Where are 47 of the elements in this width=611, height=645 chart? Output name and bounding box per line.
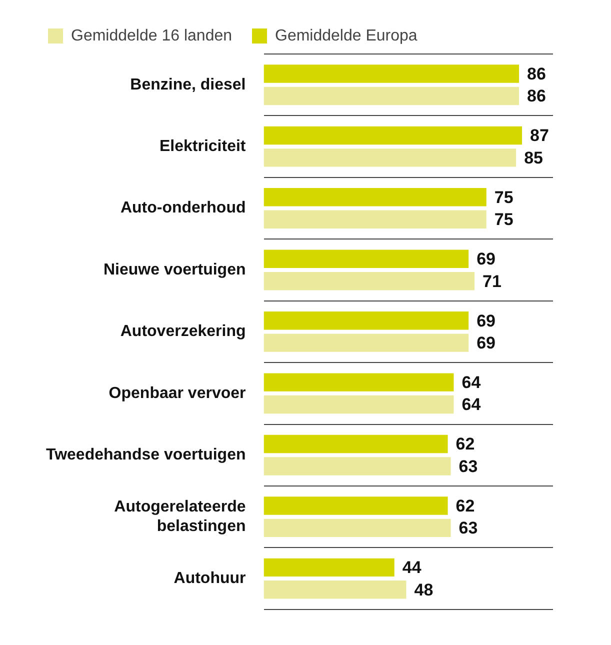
bar (264, 272, 475, 290)
data-label: 69 (476, 250, 496, 269)
bar (264, 518, 451, 538)
bar (264, 558, 394, 577)
data-label: 86 (527, 64, 546, 84)
y-tick-label: Openbaar vervoer (108, 384, 246, 402)
y-tick-label: Autohuur (174, 570, 246, 587)
y-tick-label: Autoverzekering (120, 323, 246, 340)
y-tick-label: Auto-onderhoud (120, 200, 246, 217)
y-tick-label: Elektriciteit (159, 138, 246, 155)
data-label: 71 (482, 272, 502, 291)
bar (264, 434, 448, 454)
data-label: 69 (476, 333, 496, 352)
data-label: 62 (456, 434, 475, 454)
bar (264, 126, 522, 145)
legend-label: Gemiddelde Europa (275, 27, 418, 44)
bar (264, 86, 520, 106)
data-label: 62 (456, 496, 475, 516)
data-label: 86 (527, 86, 546, 106)
data-label: 87 (530, 126, 549, 146)
y-tick-label: Nieuwe voertuigen (104, 261, 246, 278)
data-label: 75 (494, 210, 514, 230)
y-tick-label: Benzine, diesel (130, 76, 246, 94)
data-label: 44 (402, 558, 422, 578)
bar (264, 580, 406, 599)
data-label: 85 (524, 148, 543, 168)
bar (264, 457, 451, 476)
legend-label: Gemiddelde 16 landen (71, 27, 232, 44)
bar (264, 250, 469, 268)
data-label: 48 (414, 580, 434, 600)
bar (264, 334, 469, 352)
data-label: 75 (494, 188, 514, 207)
bar (264, 148, 516, 167)
y-tick-label: Autogerelateerde belastingen (114, 498, 246, 535)
bar (264, 311, 469, 330)
bar (264, 210, 486, 228)
data-label: 63 (458, 456, 478, 476)
bar (264, 188, 486, 206)
data-label: 64 (462, 395, 482, 414)
bar (264, 373, 454, 392)
data-label: 63 (458, 518, 478, 538)
bar (264, 395, 454, 414)
bar (264, 496, 448, 515)
bar (264, 64, 520, 83)
data-label: 64 (462, 372, 482, 392)
data-label: 69 (476, 311, 496, 330)
y-tick-label: Tweedehandse voertuigen (46, 446, 246, 464)
